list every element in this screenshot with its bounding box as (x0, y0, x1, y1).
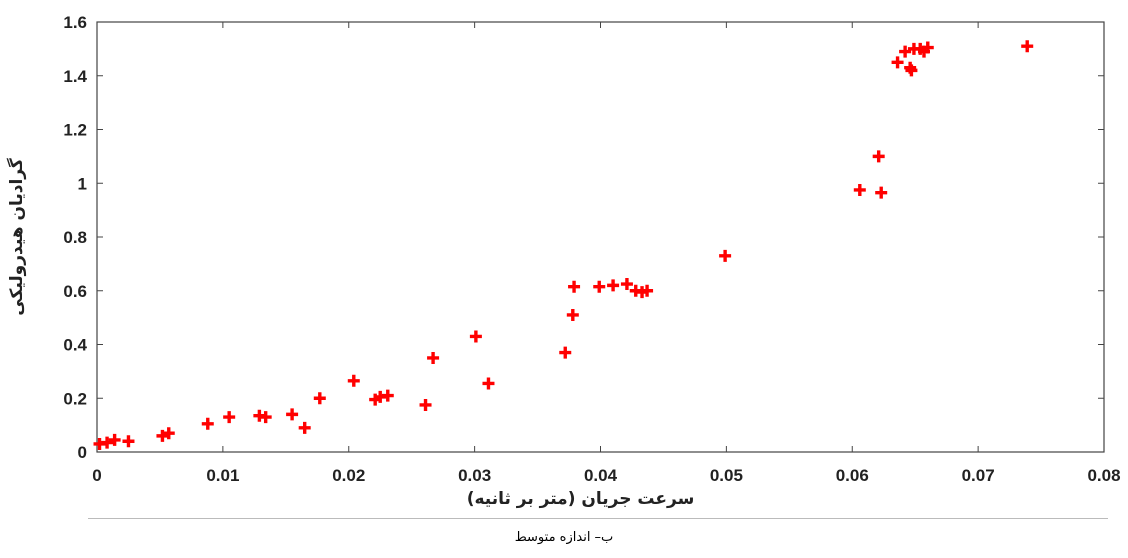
data-point (259, 411, 272, 424)
data-point (593, 280, 606, 293)
x-tick-label: 0 (92, 466, 101, 485)
x-axis-title: سرعت جریان (متر بر ثانیه) (467, 489, 695, 509)
data-points (93, 40, 1034, 450)
x-tick-label: 0.08 (1087, 466, 1120, 485)
data-point (891, 56, 904, 69)
x-tick-label: 0.03 (458, 466, 491, 485)
plot-area (96, 21, 1105, 453)
data-point (899, 45, 912, 58)
y-tick-label: 1.2 (63, 121, 87, 140)
x-tick-label: 0.04 (584, 466, 618, 485)
x-tick-label: 0.06 (836, 466, 869, 485)
data-point (108, 433, 121, 446)
data-point (419, 398, 432, 411)
data-point (559, 346, 572, 359)
data-point (607, 279, 620, 292)
data-point (719, 249, 732, 262)
data-point (223, 411, 236, 424)
data-point (620, 278, 633, 291)
x-tick-label: 0.05 (710, 466, 743, 485)
data-point (482, 377, 495, 390)
y-tick-label: 1.4 (63, 67, 87, 86)
data-point (875, 186, 888, 199)
data-point (381, 389, 394, 402)
y-tick-label: 0.4 (63, 336, 87, 355)
y-tick-label: 0.6 (63, 282, 87, 301)
data-point (156, 429, 169, 442)
data-point (921, 41, 934, 54)
x-tick-label: 0.07 (962, 466, 995, 485)
data-point (298, 421, 311, 434)
data-point (905, 64, 918, 77)
data-point (568, 280, 581, 293)
data-point (853, 183, 866, 196)
x-tick-label: 0.02 (332, 466, 365, 485)
caption-divider (88, 518, 1108, 519)
data-point (347, 374, 360, 387)
y-tick-label: 0.2 (63, 389, 87, 408)
data-point (566, 308, 579, 321)
data-point (872, 150, 885, 163)
y-tick-label: 1 (78, 174, 87, 193)
figure-caption: ب– اندازه متوسط (514, 530, 614, 545)
y-axis-title: گرادیان هیدرولیکی (6, 158, 27, 316)
y-axis: 0 0.2 0.4 0.6 0.8 1 1.2 1.4 1.6 (63, 13, 1104, 462)
y-tick-label: 0.8 (63, 228, 87, 247)
data-point (1021, 40, 1034, 53)
data-point (101, 436, 114, 449)
data-point (162, 427, 175, 440)
data-point (427, 351, 440, 364)
data-point (122, 435, 135, 448)
scatter-chart: 0 0.01 0.02 0.03 0.04 0.05 0.06 0.07 0.08 0 0.2 0.… (6, 13, 1121, 509)
x-tick-label: 0.01 (206, 466, 239, 485)
data-point (469, 330, 482, 343)
data-point (641, 284, 654, 297)
y-tick-label: 0 (78, 443, 87, 462)
plot-frame (96, 21, 1105, 453)
y-tick-label: 1.6 (63, 13, 87, 32)
x-axis: 0 0.01 0.02 0.03 0.04 0.05 0.06 0.07 0.08 (92, 22, 1121, 485)
data-point (201, 417, 214, 430)
data-point (286, 408, 299, 421)
data-point (313, 392, 326, 405)
